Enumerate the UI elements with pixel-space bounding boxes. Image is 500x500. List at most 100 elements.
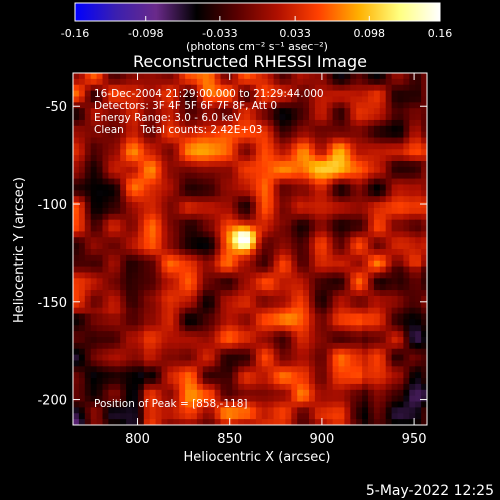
heatmap-cell	[143, 313, 151, 320]
heatmap-cell	[344, 196, 351, 203]
heatmap-cell	[320, 137, 328, 144]
heatmap-cell	[185, 96, 192, 103]
heatmap-cell	[368, 378, 375, 385]
heatmap-cell	[143, 114, 151, 121]
heatmap-cell	[244, 260, 251, 268]
heatmap-cell	[285, 254, 292, 262]
heatmap-cell	[332, 372, 339, 379]
heatmap-cell	[362, 73, 369, 80]
heatmap-cell	[368, 266, 375, 273]
heatmap-cell	[208, 149, 216, 156]
heatmap-cell	[173, 313, 180, 320]
heatmap-cell	[403, 284, 410, 291]
heatmap-cell	[167, 237, 174, 244]
heatmap-cell	[84, 143, 92, 150]
heatmap-cell	[356, 284, 363, 291]
heatmap-cell	[303, 149, 310, 156]
heatmap-cell	[185, 178, 192, 185]
heatmap-cell	[362, 243, 369, 250]
heatmap-cell	[208, 395, 216, 403]
heatmap-cell	[415, 96, 422, 103]
heatmap-cell	[120, 407, 127, 414]
heatmap-cell	[261, 225, 269, 232]
heatmap-cell	[415, 395, 422, 403]
heatmap-cell	[185, 307, 192, 315]
heatmap-cell	[96, 78, 103, 86]
heatmap-cell	[373, 272, 381, 279]
heatmap-cell	[344, 284, 351, 291]
heatmap-cell	[196, 272, 204, 279]
heatmap-cell	[397, 219, 404, 227]
heatmap-cell	[179, 395, 186, 403]
heatmap-cell	[291, 319, 298, 326]
heatmap-cell	[368, 207, 375, 215]
heatmap-cell	[421, 237, 427, 244]
heatmap-cell	[326, 342, 334, 350]
heatmap-cell	[409, 73, 416, 80]
heatmap-cell	[250, 378, 257, 385]
heatmap-cell	[185, 207, 192, 215]
heatmap-cell	[421, 278, 427, 285]
heatmap-cell	[320, 413, 328, 420]
heatmap-cell	[391, 389, 398, 397]
heatmap-cell	[167, 319, 174, 326]
heatmap-cell	[114, 143, 121, 150]
heatmap-cell	[143, 401, 151, 408]
heatmap-cell	[344, 295, 351, 303]
heatmap-cell	[155, 108, 162, 115]
heatmap-cell	[362, 407, 369, 414]
heatmap-cell	[208, 313, 216, 320]
heatmap-cell	[338, 348, 345, 356]
heatmap-cell	[409, 354, 416, 361]
heatmap-cell	[409, 254, 416, 262]
heatmap-cell	[279, 290, 286, 297]
heatmap-cell	[202, 260, 210, 268]
heatmap-cell	[84, 284, 92, 291]
heatmap-cell	[368, 119, 375, 127]
heatmap-cell	[391, 366, 398, 373]
heatmap-cell	[385, 360, 393, 367]
heatmap-cell	[191, 243, 198, 250]
heatmap-cell	[385, 161, 393, 168]
heatmap-cell	[297, 213, 304, 221]
heatmap-cell	[303, 383, 310, 391]
heatmap-cell	[415, 184, 422, 191]
heatmap-cell	[391, 96, 398, 103]
heatmap-cell	[196, 354, 204, 361]
heatmap-cell	[78, 78, 86, 86]
heatmap-cell	[84, 319, 92, 326]
heatmap-cell	[297, 172, 304, 180]
heatmap-cell	[314, 184, 322, 191]
heatmap-cell	[238, 407, 245, 414]
heatmap-cell	[179, 325, 186, 332]
heatmap-cell	[344, 331, 351, 338]
heatmap-cell	[297, 319, 304, 326]
heatmap-cell	[90, 348, 98, 356]
heatmap-cell	[421, 207, 427, 215]
heatmap-cell	[344, 125, 351, 133]
heatmap-cell	[255, 389, 263, 397]
heatmap-cell	[126, 337, 133, 344]
heatmap-cell	[368, 413, 375, 420]
heatmap-cell	[214, 272, 221, 279]
heatmap-cell	[132, 178, 139, 185]
heatmap-cell	[149, 301, 157, 309]
heatmap-cell	[267, 119, 275, 127]
heatmap-cell	[238, 102, 245, 109]
heatmap-cell	[185, 348, 192, 356]
heatmap-cell	[84, 395, 92, 403]
heatmap-cell	[244, 372, 251, 379]
heatmap-cell	[132, 243, 139, 250]
heatmap-cell	[102, 190, 109, 197]
heatmap-cell	[385, 254, 393, 262]
heatmap-cell	[332, 266, 339, 273]
heatmap-cell	[403, 131, 410, 139]
heatmap-cell	[90, 331, 98, 338]
heatmap-cell	[155, 389, 162, 397]
heatmap-cell	[132, 96, 139, 103]
heatmap-cell	[314, 407, 322, 414]
heatmap-cell	[143, 202, 151, 209]
heatmap-cell	[314, 272, 322, 279]
heatmap-cell	[202, 325, 210, 332]
heatmap-cell	[250, 184, 257, 191]
